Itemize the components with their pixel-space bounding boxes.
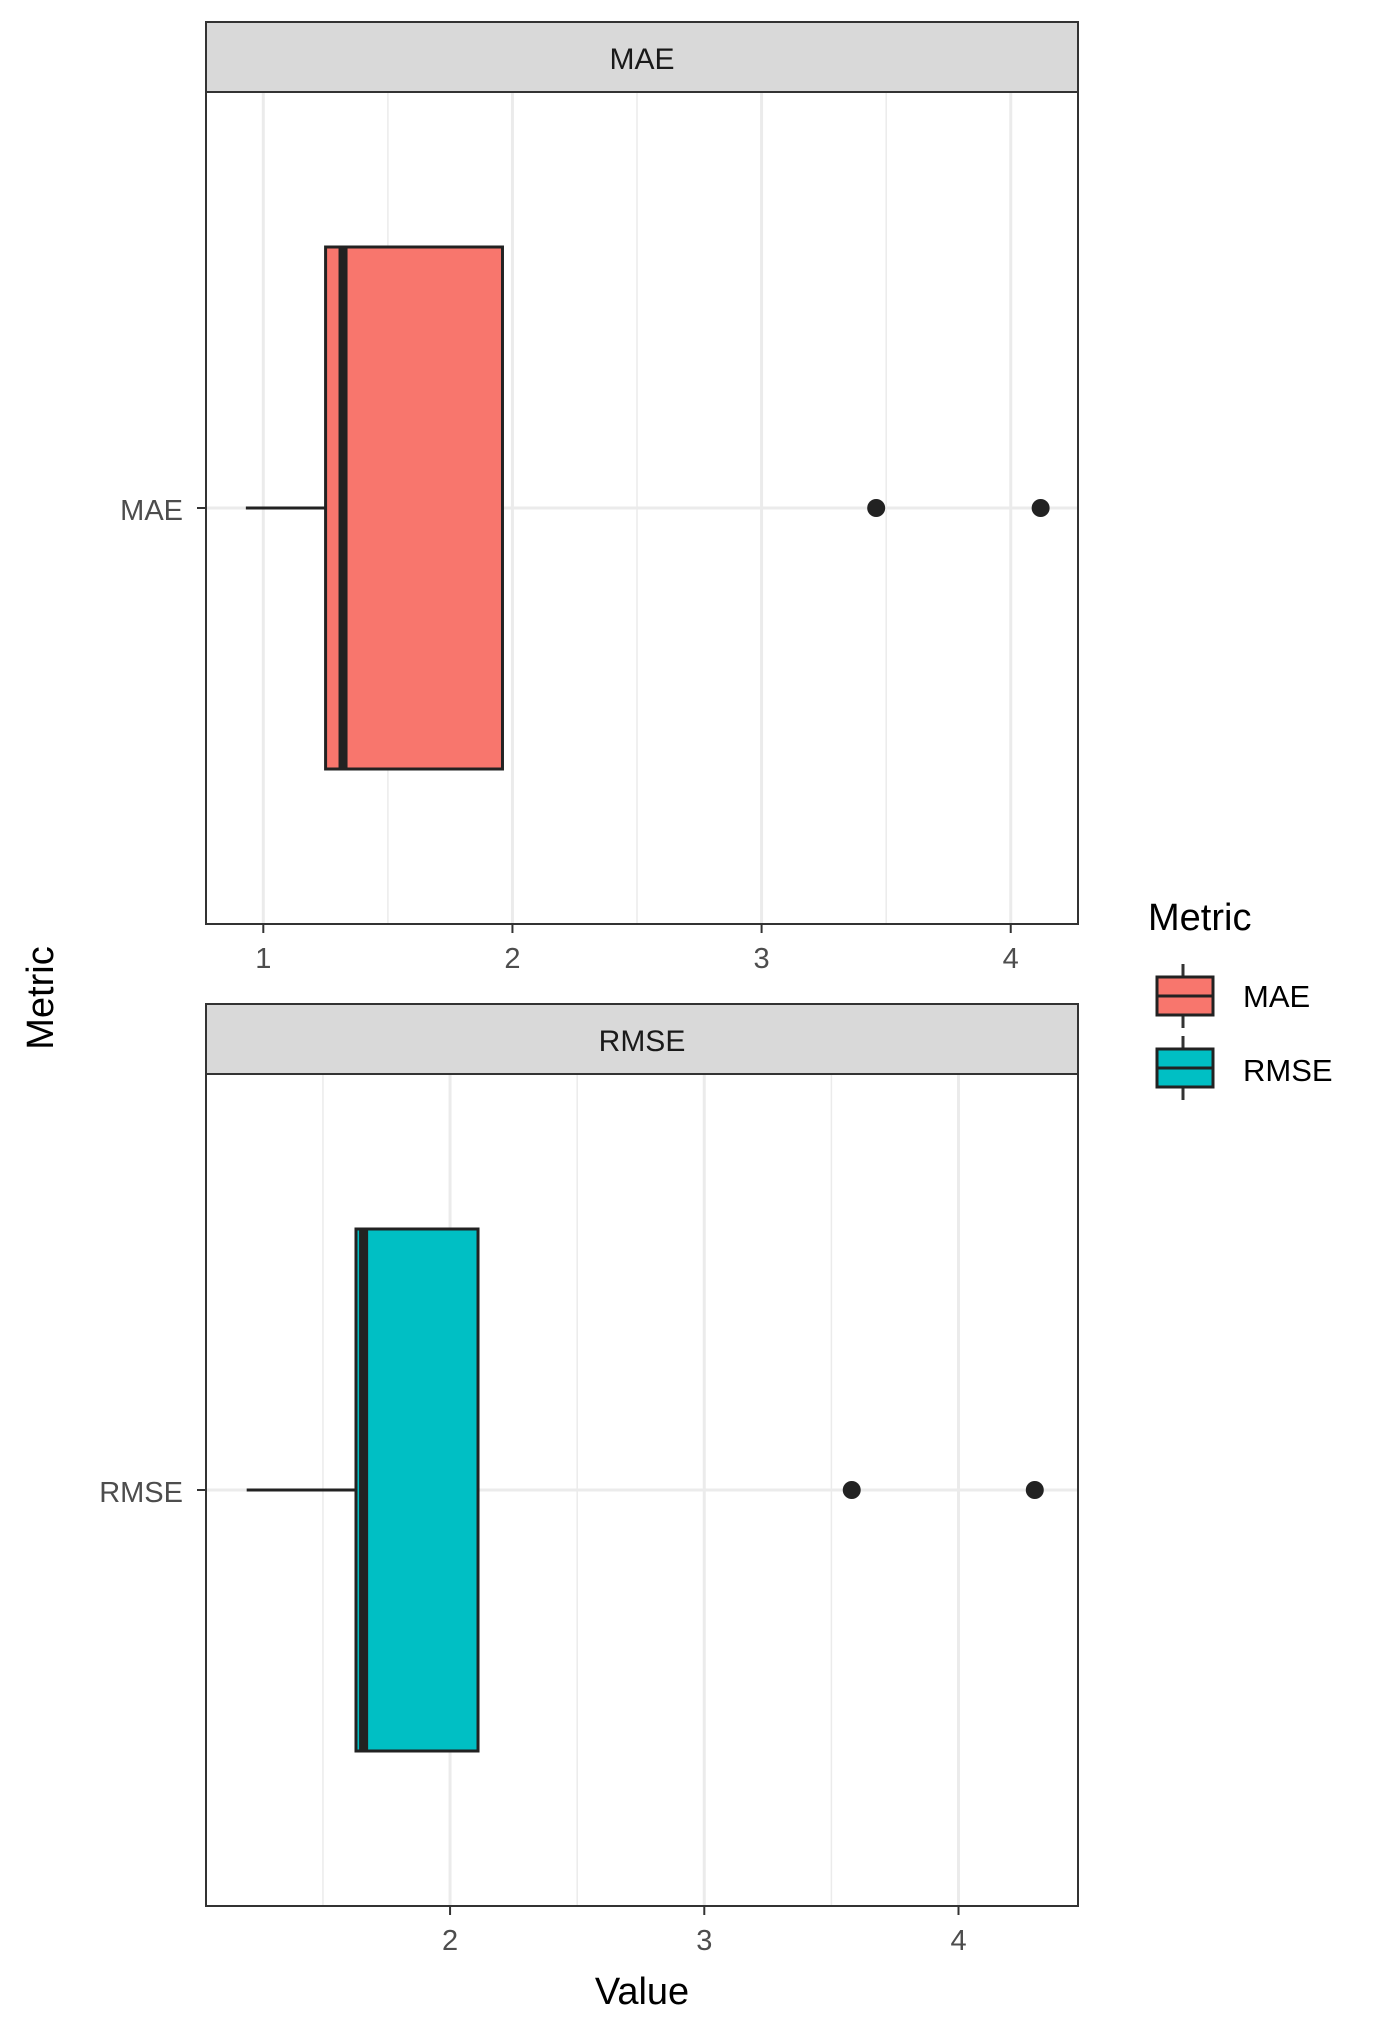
boxplot-marks <box>246 1227 1044 1753</box>
x-tick-label: 4 <box>950 1925 966 1957</box>
y-tick-label: MAE <box>120 495 183 527</box>
outlier-point <box>842 1481 861 1499</box>
legend-item-mae: MAE <box>1155 964 1310 1028</box>
outlier-point <box>1025 1481 1044 1499</box>
x-axis-title: Value <box>595 1971 689 2013</box>
boxplot-marks <box>245 245 1050 771</box>
legend-item-rmse: RMSE <box>1155 1036 1333 1100</box>
legend: Metric MAE RMSE <box>1148 897 1333 1100</box>
strip-background <box>205 21 1079 93</box>
facet-panel-1: MAE 1 2 3 4 MAE <box>120 21 1079 975</box>
x-tick-label: 3 <box>754 943 770 975</box>
legend-label-rmse: RMSE <box>1243 1053 1333 1088</box>
axis-ticks: 1 2 3 4 <box>197 507 1019 975</box>
facet-panel-2: RMSE 2 3 4 RMSE <box>99 1003 1079 1957</box>
box <box>324 245 504 771</box>
outlier-point <box>867 499 886 517</box>
strip-label: MAE <box>609 43 674 76</box>
x-tick-label: 2 <box>442 1925 458 1957</box>
outlier-point <box>1031 499 1050 517</box>
legend-label-mae: MAE <box>1243 979 1310 1014</box>
legend-title: Metric <box>1148 897 1251 939</box>
x-tick-label: 1 <box>255 943 271 975</box>
x-tick-label: 4 <box>1003 943 1019 975</box>
box <box>354 1227 480 1753</box>
x-tick-label: 3 <box>696 1925 712 1957</box>
x-tick-label: 2 <box>504 943 520 975</box>
strip-background <box>205 1003 1079 1075</box>
axis-ticks: 2 3 4 <box>197 1489 967 1957</box>
strip-label: RMSE <box>599 1025 686 1058</box>
y-tick-label: RMSE <box>99 1477 183 1509</box>
y-axis-title: Metric <box>20 946 62 1049</box>
